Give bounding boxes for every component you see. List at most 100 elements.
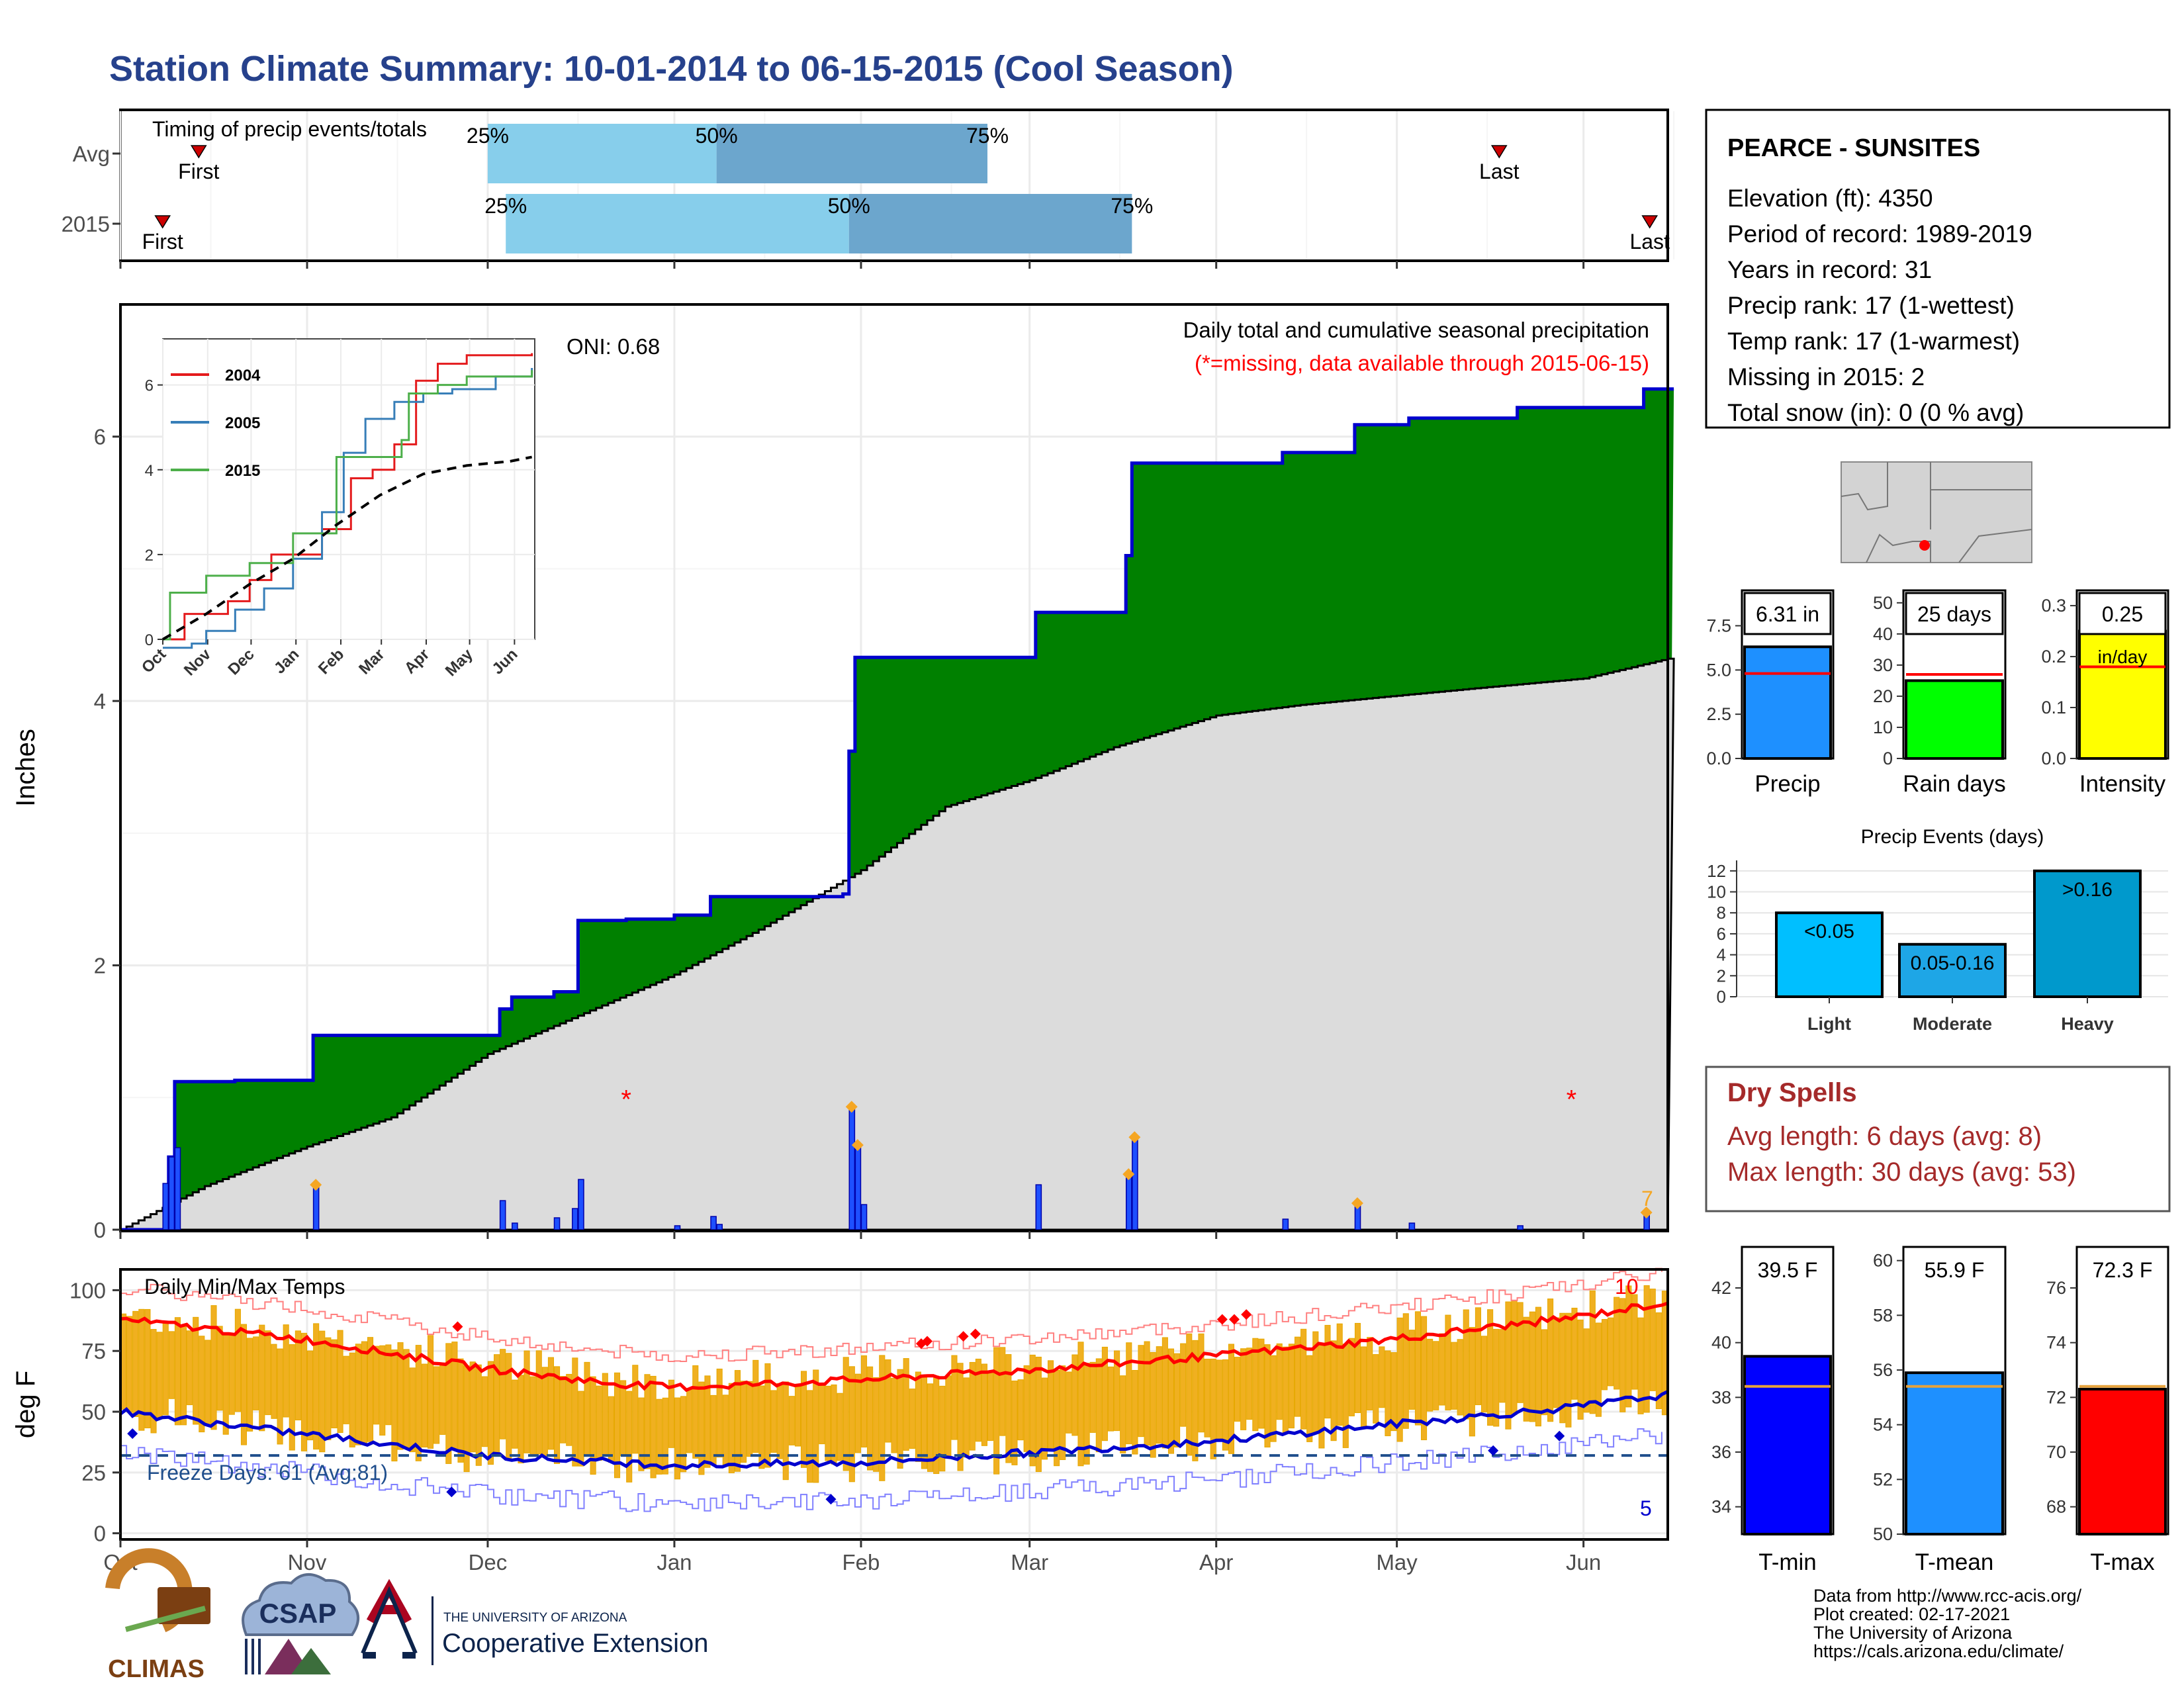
temp-value-label: 55.9 F: [1925, 1258, 1985, 1282]
daily-temp-bar: [373, 1346, 380, 1425]
temps-y-tick: 25: [81, 1461, 106, 1485]
cumulative-2015-line: [120, 387, 1674, 1232]
station-info-box: PEARCE - SUNSITES Elevation (ft): 4350 Pe…: [1705, 109, 2171, 429]
daily-temp-bar: [602, 1373, 608, 1456]
inset-y-tick: 6: [145, 377, 154, 395]
month-x-tick: Jan: [657, 1550, 692, 1575]
daily-temp-bar: [716, 1368, 723, 1458]
daily-temp-bar: [1529, 1311, 1535, 1422]
daily-temp-bar: [1385, 1350, 1391, 1436]
event-category-label: Moderate: [1913, 1014, 1992, 1034]
summary-y-tick: 2.5: [1706, 704, 1731, 724]
daily-temp-bar: [1210, 1358, 1216, 1459]
inset-legend-label: 2004: [225, 367, 261, 385]
summary-value-box: [1743, 592, 1832, 635]
daily-temp-bar: [1577, 1319, 1584, 1420]
events-title: Precip Events (days): [1861, 826, 2044, 848]
daily-temp-bar: [1161, 1337, 1168, 1449]
daily-temp-bar: [854, 1373, 861, 1453]
timing-q1-bar: [487, 124, 717, 183]
daily-precip-bar: [848, 1106, 856, 1230]
event-bar-light: [1775, 911, 1884, 998]
daily-precip-bar: [572, 1208, 578, 1230]
daily-precip-bar: [312, 1184, 320, 1230]
temps-title: Daily Min/Max Temps: [144, 1275, 345, 1299]
daily-temp-bar: [325, 1337, 332, 1440]
temp-y-tick: 68: [2046, 1497, 2066, 1517]
temp-y-tick: 70: [2046, 1442, 2066, 1462]
record-day-diamond: [1640, 1207, 1653, 1219]
daily-temp-bar: [741, 1381, 747, 1463]
daily-temp-bar: [879, 1355, 886, 1481]
temp-y-tick: 50: [1873, 1524, 1893, 1544]
daily-temp-bar: [1354, 1322, 1361, 1414]
footer-line: Plot created: 02-17-2021: [1813, 1604, 2010, 1624]
daily-temp-bar: [1198, 1333, 1205, 1433]
record-low-diamond: [127, 1428, 138, 1440]
temp-value-label: 39.5 F: [1758, 1258, 1818, 1282]
daily-temp-bar: [1433, 1341, 1439, 1410]
inset-series-2004: [163, 353, 533, 641]
record-day-diamond: [1351, 1197, 1363, 1210]
summary-x-label: Precip: [1754, 771, 1820, 797]
daily-temp-bar: [1186, 1333, 1193, 1456]
timing-panel: Timing of precip events/totals Avg 25% 50%…: [62, 109, 1675, 269]
daily-temp-bar: [728, 1383, 735, 1473]
daily-temp-bar: [367, 1337, 374, 1442]
daily-temp-bar: [1487, 1309, 1494, 1426]
summary-y-tick: 0.3: [2041, 596, 2066, 616]
daily-temp-bar: [674, 1397, 681, 1480]
temp-high-count: 10: [1615, 1275, 1639, 1299]
daily-temp-bar: [180, 1325, 187, 1426]
daily-temp-bar: [337, 1330, 343, 1434]
events-y-tick: 12: [1707, 861, 1726, 881]
daily-temp-bar: [1571, 1307, 1578, 1400]
daily-temp-bar: [1535, 1306, 1541, 1427]
daily-temp-bar: [1132, 1370, 1138, 1455]
daily-temp-bar: [1367, 1337, 1373, 1411]
record-low-diamond: [825, 1494, 837, 1505]
month-x-tick: May: [1376, 1550, 1418, 1575]
daily-temp-bar: [909, 1389, 915, 1449]
record-high-diamond: [452, 1321, 463, 1332]
events-y-tick: 2: [1717, 966, 1726, 985]
temp-x-label: T-max: [2090, 1549, 2155, 1575]
temps-y-tick: 0: [94, 1522, 106, 1546]
event-category-label: Heavy: [2061, 1014, 2114, 1034]
daily-temp-bar: [1402, 1313, 1409, 1429]
daily-temp-bar: [758, 1385, 765, 1469]
daily-precip-bar: [716, 1224, 723, 1230]
daily-temp-bar: [403, 1349, 410, 1449]
daily-precip-bar: [578, 1179, 584, 1230]
station-info-line: Precip rank: 17 (1-wettest): [1727, 292, 2015, 319]
daily-temp-bar: [873, 1377, 880, 1472]
daily-temp-bar: [1246, 1348, 1253, 1420]
daily-temp-bar: [1457, 1339, 1463, 1416]
daily-temp-bar: [253, 1336, 259, 1410]
daily-temp-bar: [747, 1381, 753, 1457]
daily-temp-bar: [813, 1369, 819, 1483]
daily-temp-bar: [409, 1367, 416, 1453]
record-high-diamond: [958, 1331, 969, 1342]
daily-temp-bar: [596, 1385, 602, 1461]
daily-temp-bar: [1282, 1346, 1289, 1434]
summary-y-tick: 0.0: [2041, 749, 2066, 768]
precip-ylabel: Inches: [11, 729, 40, 807]
daily-temp-bar: [915, 1371, 921, 1462]
temp-y-tick: 42: [1711, 1278, 1731, 1298]
daily-temp-bar: [1523, 1316, 1529, 1422]
daily-temp-bar: [481, 1376, 488, 1447]
daily-precip-bar: [499, 1200, 506, 1230]
summary-value-label: 6.31 in: [1756, 602, 1819, 626]
daily-temp-bar: [1276, 1343, 1283, 1420]
daily-temp-bar: [819, 1383, 825, 1445]
timing-p50-label: 50%: [828, 194, 870, 218]
daily-temp-bar: [1619, 1298, 1626, 1412]
daily-temp-bar: [193, 1316, 199, 1425]
daily-precip-bar: [174, 1147, 181, 1230]
daily-precip-bar: [710, 1216, 717, 1230]
record-day-diamond: [310, 1179, 322, 1191]
daily-temp-bar: [891, 1377, 897, 1453]
